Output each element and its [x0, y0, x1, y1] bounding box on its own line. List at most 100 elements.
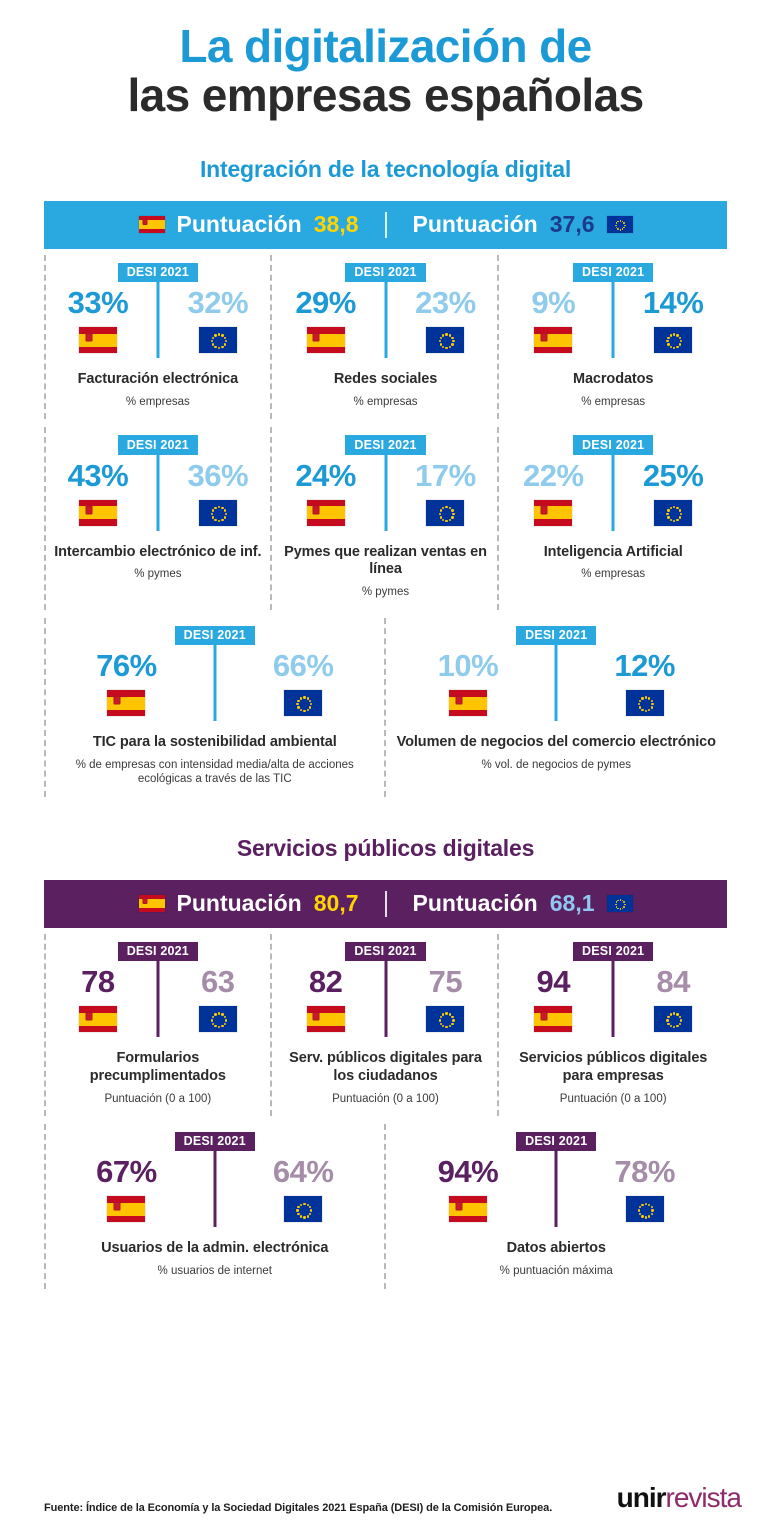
spain-flag-icon: [306, 327, 345, 354]
spain-flag-icon: [78, 327, 117, 354]
spain-value: 94%: [437, 1154, 499, 1190]
stat-card-title: Formularios precumplimentados: [89, 1050, 226, 1084]
stat-card-subtitle: % usuarios de internet: [157, 1265, 272, 1278]
desi-year-badge: DESI 2021: [345, 941, 426, 962]
eu-flag-icon: [654, 327, 693, 354]
eu-flag-wrap: [426, 499, 465, 531]
eu-flag-icon: [606, 216, 633, 233]
badge-stem: [384, 454, 387, 531]
stat-card-subtitle: Puntuación (0 a 100): [332, 1092, 439, 1105]
spain-flag-icon: [138, 216, 165, 233]
stat-card: DESI 2021 78 63 Formularios precumplimentad…: [44, 928, 272, 1118]
source-note: Fuente: Índice de la Economía y la Socie…: [44, 1502, 553, 1514]
spain-flag-wrap: [107, 690, 146, 721]
value-pair: 22% 25%: [507, 454, 719, 531]
spain-flag-icon: [534, 327, 573, 354]
stat-card-subtitle: % de empresas con intensidad media/alta …: [75, 758, 354, 786]
page-title-line1: La digitalización de: [179, 20, 592, 72]
eu-flag-wrap: [284, 1196, 323, 1227]
desi-year-badge: DESI 2021: [573, 435, 654, 455]
stat-card-title: Redes sociales: [333, 371, 438, 388]
spain-value-column: 24%: [280, 455, 386, 531]
badge-stem: [213, 645, 217, 722]
eu-value: 12%: [614, 648, 675, 683]
spain-flag-icon: [306, 1006, 345, 1033]
banner-divider: [384, 211, 387, 238]
desi-year-badge: DESI 2021: [573, 941, 654, 962]
eu-value: 32%: [187, 285, 249, 320]
stat-row: DESI 2021 76% 66% TIC para la sostenibilida…: [44, 612, 727, 799]
desi-year-badge: DESI 2021: [117, 435, 198, 455]
eu-value-column: 32%: [158, 282, 264, 358]
eu-value-column: 36%: [158, 455, 264, 531]
spain-value-column: 22%: [507, 455, 613, 531]
spain-flag-icon: [306, 499, 345, 526]
spain-value-column: 67%: [52, 1151, 215, 1227]
spain-flag-wrap: [78, 1006, 117, 1037]
value-pair: 78 63: [52, 961, 264, 1038]
desi-year-badge: DESI 2021: [345, 435, 426, 455]
eu-flag-icon: [426, 327, 465, 354]
stat-card: DESI 2021 29% 23% Redes sociales % empresas: [272, 249, 500, 422]
badge-stem: [554, 1151, 558, 1228]
value-pair: 67% 64%: [52, 1151, 378, 1228]
eu-flag-wrap: [198, 1006, 237, 1037]
spain-flag-icon: [534, 499, 573, 526]
spain-value: 22%: [522, 457, 584, 493]
eu-flag-wrap: [625, 1196, 664, 1227]
badge-stem: [156, 454, 160, 531]
spain-value: 9%: [531, 285, 576, 320]
stat-card: DESI 2021 94 84 Servicios públicos digitale…: [499, 928, 727, 1118]
spain-flag-wrap: [78, 499, 117, 531]
value-pair: 76% 66%: [52, 645, 378, 722]
spain-value: 82: [308, 964, 343, 1000]
stat-card-title: Inteligencia Artificial: [543, 543, 683, 560]
stat-card-subtitle: % empresas: [353, 395, 418, 408]
section-heading: Servicios públicos digitales: [236, 834, 535, 861]
stat-card: DESI 2021 67% 64% Usuarios de la admin. ele…: [44, 1118, 386, 1291]
eu-value-column: 84: [613, 961, 719, 1037]
eu-value-column: 63: [158, 961, 264, 1037]
stat-card-title: TIC para la sostenibilidad ambiental: [92, 734, 337, 751]
spain-value: 24%: [295, 457, 356, 493]
stat-card-subtitle: % empresas: [125, 395, 190, 408]
spain-flag-icon: [107, 690, 146, 717]
banner-eu-score: 68,1: [549, 890, 595, 917]
badge-stem: [156, 961, 160, 1038]
eu-value: 14%: [642, 285, 704, 320]
spain-value-column: 9%: [507, 282, 613, 358]
page-title-line2: las empresas españolas: [127, 68, 644, 121]
eu-flag-icon: [625, 1196, 664, 1223]
desi-year-badge: DESI 2021: [345, 262, 426, 282]
eu-flag-wrap: [284, 690, 323, 721]
banner-spain-score: 80,7: [313, 890, 359, 917]
stat-card: DESI 2021 94% 78% Datos abiertos % puntuació…: [386, 1118, 728, 1291]
desi-year-badge: DESI 2021: [573, 262, 654, 282]
eu-flag-wrap: [625, 690, 664, 721]
eu-flag-wrap: [426, 327, 465, 358]
value-pair: 82 75: [280, 961, 492, 1038]
badge-stem: [156, 282, 160, 359]
stat-card: DESI 2021 24% 17% Pymes que realizan ventas…: [272, 421, 500, 611]
eu-value-column: 12%: [556, 645, 719, 721]
spain-flag-wrap: [306, 499, 345, 531]
spain-flag-wrap: [448, 690, 487, 721]
badge-stem: [611, 454, 615, 531]
banner-spain-side: Puntuación 38,8: [113, 211, 385, 238]
stat-card-subtitle: Puntuación (0 a 100): [559, 1092, 667, 1105]
eu-flag-icon: [426, 1006, 465, 1033]
value-pair: 43% 36%: [52, 454, 264, 531]
logo-unir-text: unir: [616, 1482, 667, 1513]
spain-value-column: 94%: [394, 1151, 557, 1227]
stat-card: DESI 2021 9% 14% Macrodatos % empresas: [499, 249, 727, 422]
eu-value: 78%: [614, 1154, 675, 1190]
stat-card-title: Facturación electrónica: [77, 371, 239, 388]
eu-value: 23%: [415, 285, 476, 320]
spain-flag-wrap: [448, 1196, 487, 1227]
title-block: La digitalización de las empresas españo…: [0, 0, 771, 120]
spain-value-column: 10%: [394, 645, 557, 721]
badge-stem: [611, 282, 615, 359]
stat-row: DESI 2021 43% 36% Intercambio electrónico d…: [44, 421, 727, 611]
eu-value: 84: [656, 964, 690, 1000]
